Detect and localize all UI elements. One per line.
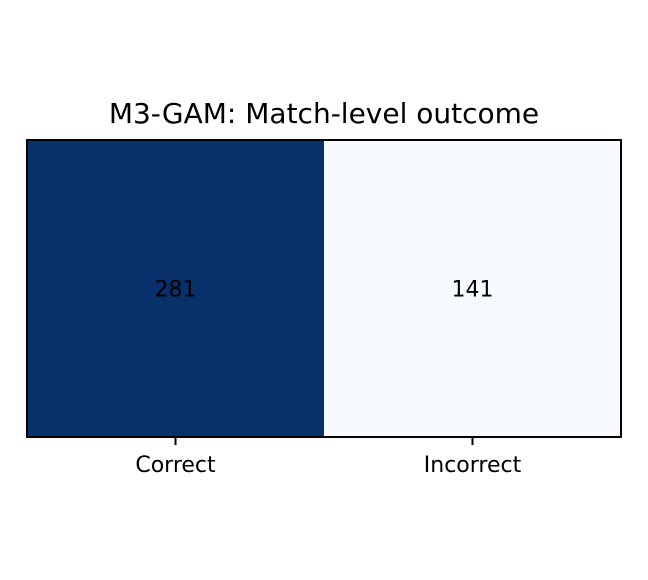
heatmap-cells [27, 140, 621, 437]
x-tick-label-correct: Correct [135, 453, 216, 478]
plot-frame [26, 139, 622, 438]
x-axis-ticks: Correct Incorrect [135, 437, 522, 478]
cell-value-label-correct: 281 [155, 278, 197, 303]
heatmap-cell-incorrect [324, 140, 621, 437]
x-tick-label-incorrect: Incorrect [424, 453, 522, 478]
cell-value-label-incorrect: 141 [452, 278, 494, 303]
chart-title: M3-GAM: Match-level outcome [109, 97, 539, 130]
heatmap-cell-correct [27, 140, 324, 437]
heatmap-cell-labels: 281 141 [155, 278, 494, 303]
